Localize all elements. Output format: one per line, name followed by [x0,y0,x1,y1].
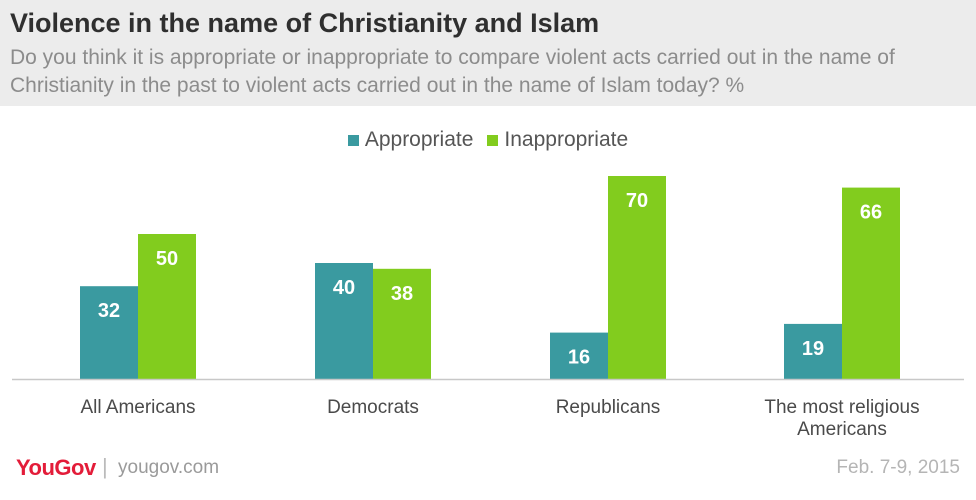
bar-value-label: 16 [568,347,590,369]
yougov-logo: YouGov [16,455,96,480]
bar-inappropriate-2 [608,176,666,379]
category-label: Republicans [556,397,661,418]
bar-value-label: 66 [860,202,882,224]
bar-value-label: 19 [802,338,824,360]
category-label: Democrats [327,397,419,418]
legend-label-appropriate: Appropriate [364,128,474,151]
chart-header: Violence in the name of Christianity and… [0,0,976,106]
legend-swatch-inappropriate [487,134,499,146]
footer-date: Feb. 7-9, 2015 [836,457,960,478]
bar-appropriate-2 [550,332,608,379]
legend-item-appropriate: Appropriate [347,128,474,152]
bar-inappropriate-0 [138,234,196,379]
footer-url[interactable]: yougov.com [118,457,220,478]
bar-value-label: 32 [98,300,120,322]
bar-value-label: 40 [333,277,355,299]
bar-appropriate-3 [784,323,842,379]
category-label: Americans [797,419,887,440]
footer-separator: | [102,454,108,479]
bar-inappropriate-3 [842,187,900,379]
bar-appropriate-1 [315,263,373,379]
bar-chart: 32 50 All Americans 40 38 Democrats 16 70 Republ… [12,176,964,440]
bar-value-label: 70 [626,190,648,212]
bar-appropriate-0 [80,286,138,379]
chart-title: Violence in the name of Christianity and… [10,8,600,38]
bar-value-label: 50 [156,248,178,270]
bar-value-label: 38 [391,283,413,305]
chart-subtitle: Do you think it is appropriate or inappr… [10,46,895,97]
bar-inappropriate-1 [373,268,431,379]
legend-item-inappropriate: Inappropriate [487,128,628,152]
category-label: The most religious [764,397,919,418]
category-label: All Americans [80,397,195,418]
legend: Appropriate Inappropriate [0,128,976,152]
legend-label-inappropriate: Inappropriate [504,128,629,151]
legend-swatch-appropriate [347,134,359,146]
